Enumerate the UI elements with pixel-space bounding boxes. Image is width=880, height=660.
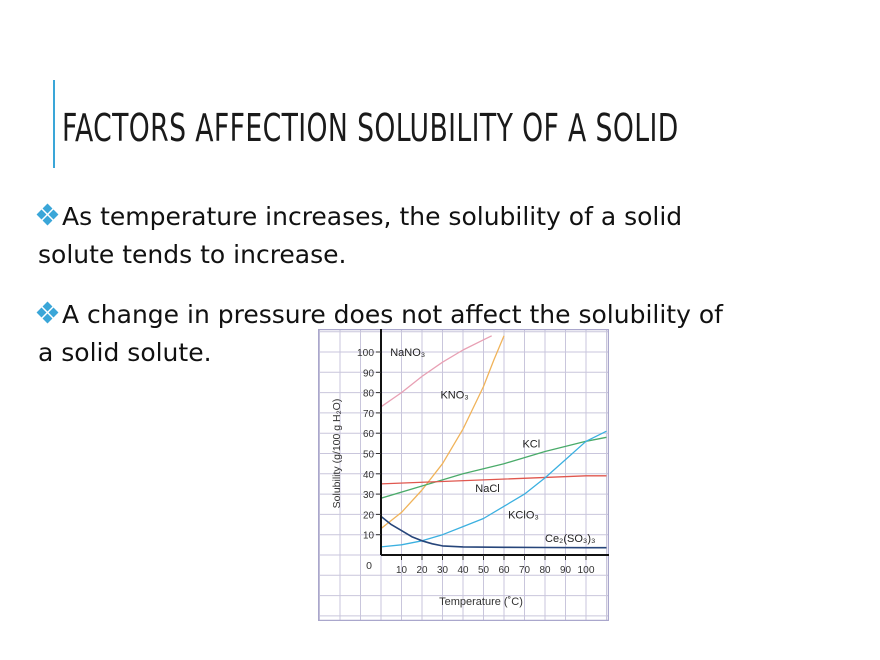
title-accent-bar (53, 80, 55, 168)
x-tick-label: 20 (417, 564, 428, 576)
x-tick-label: 40 (458, 564, 469, 576)
y-tick-label: 100 (357, 347, 374, 359)
y-tick-label: 20 (363, 509, 374, 521)
bullet-temperature: As temperature increases, the solubility… (36, 198, 836, 274)
y-tick-label: 30 (363, 489, 374, 501)
series-line-nano3 (380, 335, 492, 408)
bullet-2-line-1: A change in pressure does not affect the… (62, 300, 723, 329)
x-tick-label: 50 (478, 564, 489, 576)
y-tick-label: 10 (363, 530, 374, 542)
series-label-nano3: NaNO₃ (390, 347, 425, 359)
chart-border (318, 329, 609, 621)
solubility-chart-canvas: 0 10 20 30 40 50 60 70 80 90 100 10 20 30 40 50 60 70 80 90… (318, 329, 609, 621)
chart-grid (318, 329, 609, 621)
four-diamond-bullet-icon (36, 203, 60, 226)
y-tick-label: 80 (363, 388, 374, 400)
series-label-kno3: KNO₃ (440, 390, 468, 402)
series-line-kclo3 (380, 430, 607, 548)
bullet-1-line-1: As temperature increases, the solubility… (62, 202, 683, 231)
y-tick-label: 60 (363, 428, 374, 440)
series-line-nacl (380, 475, 607, 485)
x-tick-label: 70 (519, 564, 530, 576)
y-tick-label: 50 (363, 449, 374, 461)
slide-title: FACTORS AFFECTION SOLUBILITY OF A SOLID (62, 106, 679, 150)
chart-series (380, 335, 607, 549)
bullet-1-line-2: solute tends to increase. (38, 240, 347, 269)
x-tick-label: 80 (540, 564, 551, 576)
four-diamond-bullet-icon (36, 301, 60, 324)
bullet-pressure: A change in pressure does not affect the… (36, 296, 836, 372)
y-tick-label: 0 (366, 560, 372, 572)
x-tick-label: 30 (437, 564, 448, 576)
y-tick-label: 70 (363, 408, 374, 420)
series-label-ce2so33: Ce₂(SO₃)₃ (545, 533, 596, 545)
series-label-kclo3: KClO₃ (508, 509, 539, 521)
y-axis-label: Solubility (g/100 g H₂O) (331, 399, 343, 509)
x-axis-label: Temperature (˚C) (439, 596, 523, 608)
series-line-kno3 (380, 335, 505, 530)
series-line-ce2so33 (380, 515, 607, 549)
x-tick-label: 10 (396, 564, 407, 576)
bullet-2-line-2: a solid solute. (38, 338, 212, 367)
x-tick-label: 100 (578, 564, 595, 576)
series-label-nacl: NaCl (475, 483, 499, 495)
x-tick-label: 90 (560, 564, 571, 576)
x-tick-label: 60 (499, 564, 510, 576)
y-tick-label: 40 (363, 469, 374, 481)
series-label-kcl: KCl (522, 438, 540, 450)
solubility-chart: 0 10 20 30 40 50 60 70 80 90 100 10 20 30 40 50 60 70 80 90… (318, 329, 609, 621)
y-tick-label: 90 (363, 367, 374, 379)
